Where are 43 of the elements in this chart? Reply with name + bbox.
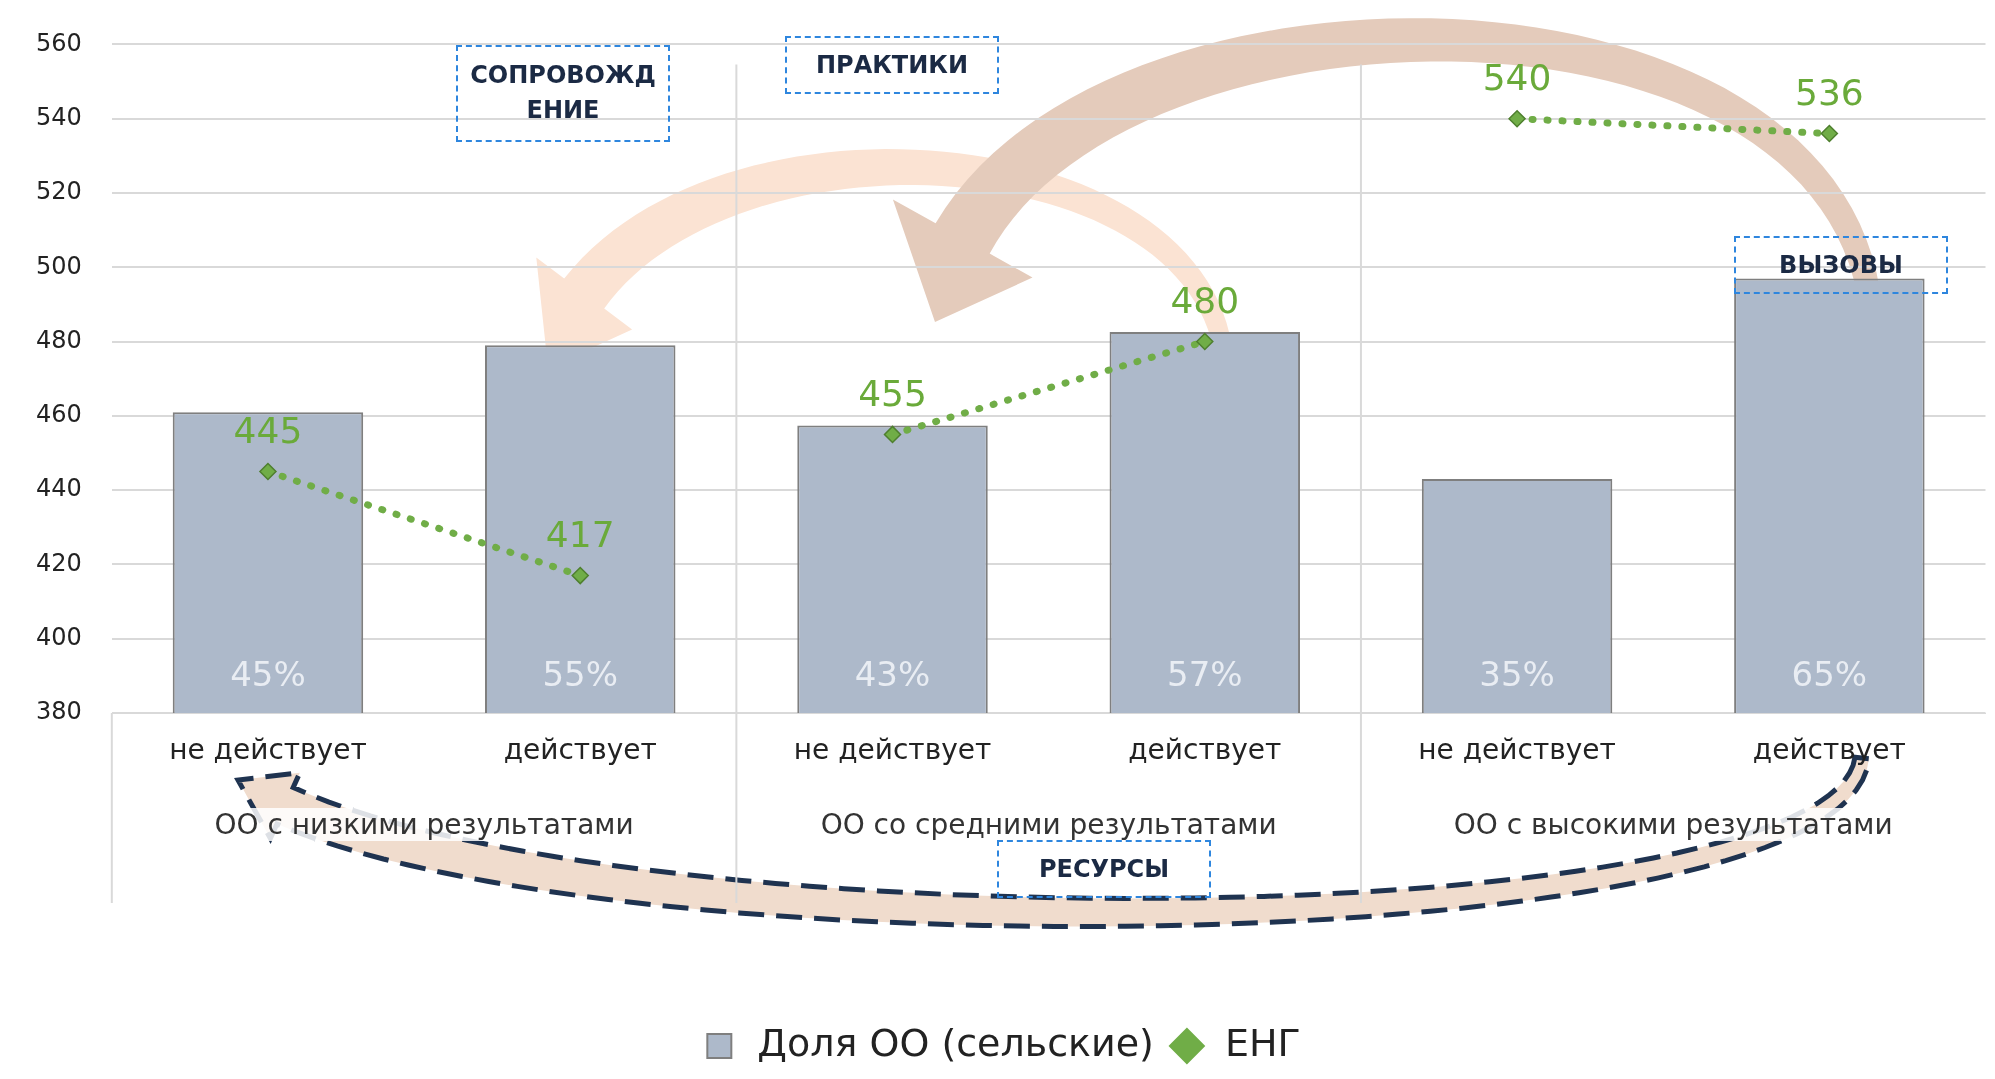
point	[883, 425, 902, 444]
annotation: ВЫЗОВЫ	[1734, 236, 1948, 294]
data-label: 55%	[542, 653, 619, 694]
x-tick-label: действует	[1128, 733, 1282, 767]
point	[1508, 109, 1526, 128]
y-tick-label: 500	[36, 251, 82, 280]
data-label: 35%	[1479, 653, 1555, 694]
annotation: ПРАКТИКИ	[785, 36, 999, 94]
text: ОО с низкими результатами	[214, 808, 634, 841]
y-tick-label: 480	[36, 325, 82, 354]
y-tick-label: 520	[36, 177, 82, 206]
text: ОО с высокими результатами	[1453, 808, 1893, 841]
data-label: 57%	[1167, 653, 1243, 694]
data-label: 536	[1795, 71, 1864, 113]
legend-label: ЕНГ	[1224, 1020, 1301, 1065]
y-tick-label: 420	[36, 548, 82, 577]
data-label: 417	[545, 513, 615, 555]
data-label: 540	[1482, 57, 1552, 99]
y-tick-label: 400	[36, 622, 82, 651]
x-tick-label: не действует	[169, 733, 367, 767]
point	[1820, 124, 1839, 143]
text: РЕСУРСЫ	[997, 840, 1211, 898]
point	[1196, 332, 1214, 351]
legend-label: Доля ОО (сельские)	[757, 1020, 1154, 1065]
data-label: 65%	[1791, 653, 1868, 694]
x-tick-label: действует	[1752, 733, 1906, 767]
data-label: 455	[858, 372, 927, 414]
data-label: 45%	[230, 653, 306, 694]
x-tick-label: не действует	[793, 733, 992, 767]
data-label: 445	[233, 409, 303, 451]
data-label: 480	[1170, 279, 1240, 321]
x-tick-label: действует	[503, 733, 657, 767]
y-tick-label: 440	[36, 474, 82, 503]
data-label: 43%	[854, 653, 931, 694]
text: ОО со средними результатами	[820, 808, 1277, 841]
x-tick-label: не действует	[1418, 733, 1616, 767]
point	[571, 566, 589, 585]
point	[259, 462, 277, 481]
y-tick-label: 560	[36, 28, 82, 57]
y-tick-label: 540	[36, 102, 82, 131]
y-tick-label: 460	[36, 400, 82, 429]
annotation: СОПРОВОЖДЕНИЕ	[456, 44, 670, 142]
y-tick-label: 380	[36, 697, 82, 726]
